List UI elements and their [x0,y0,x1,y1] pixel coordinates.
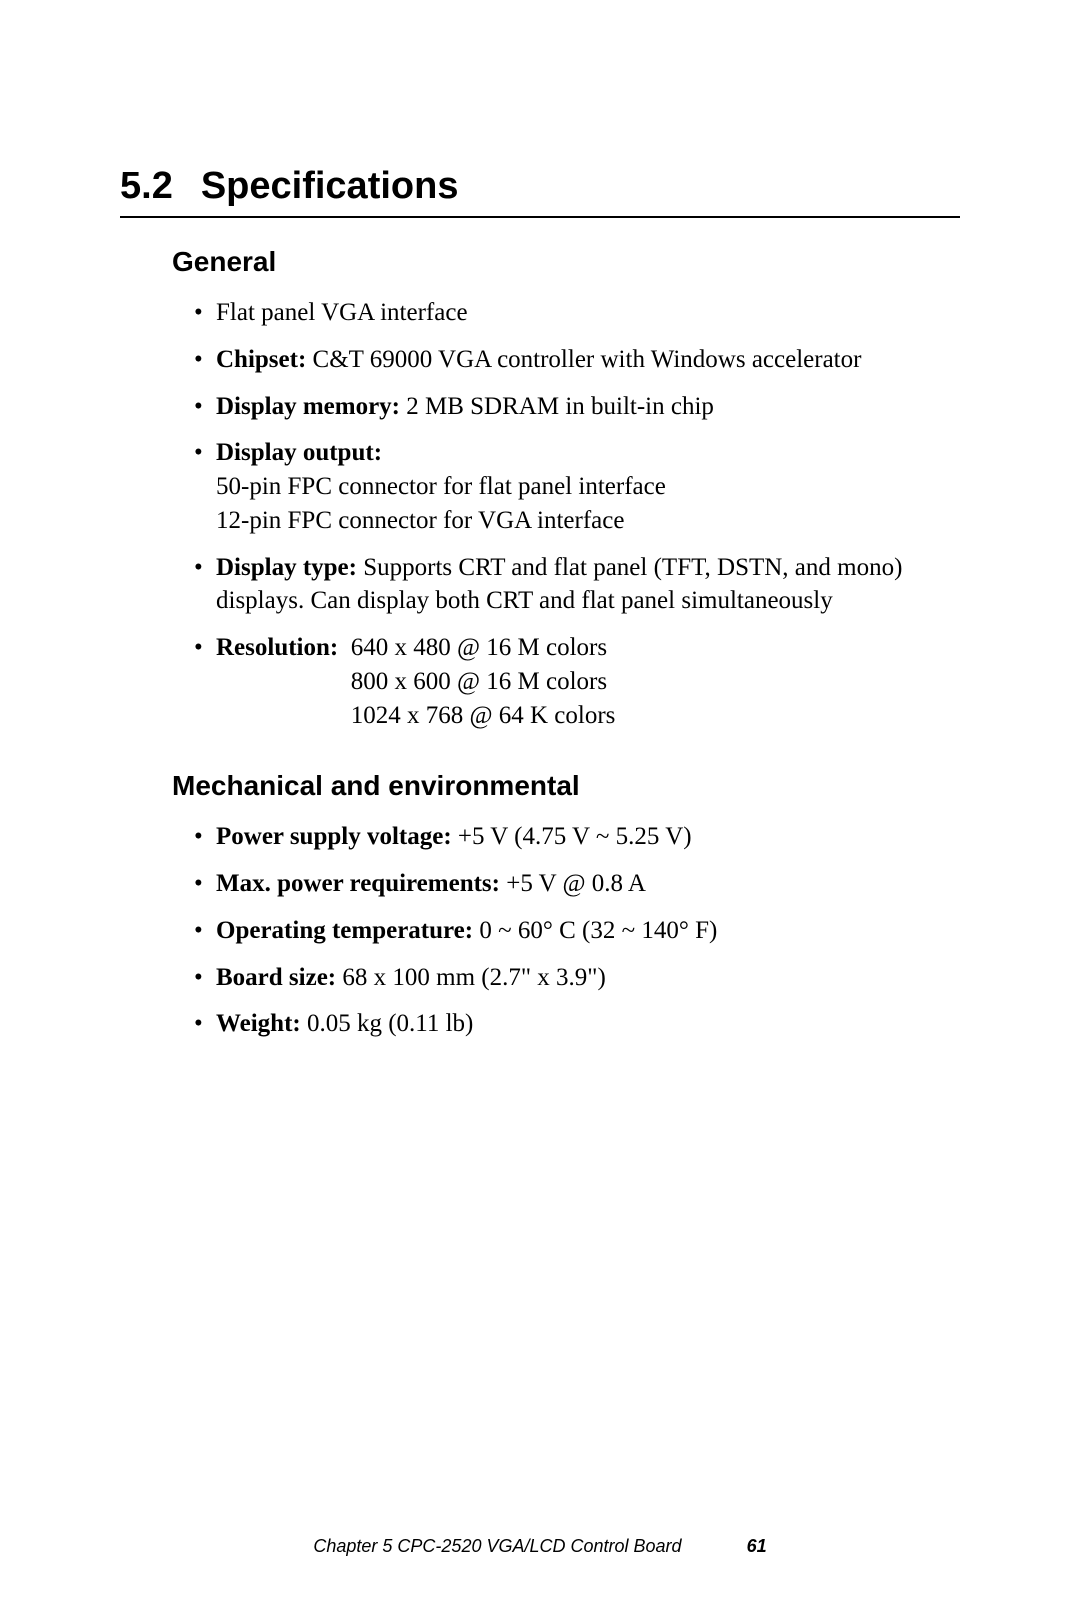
spec-value: +5 V (4.75 V ~ 5.25 V) [452,823,692,850]
general-spec-list: Flat panel VGA interface Chipset: C&T 69… [194,296,930,732]
spec-item-voltage: Power supply voltage: +5 V (4.75 V ~ 5.2… [194,820,930,854]
spec-item-display-type: Display type: Supports CRT and flat pane… [194,551,930,619]
spec-label: Display type: [216,554,357,581]
spec-value: +5 V @ 0.8 A [500,870,646,897]
page-number: 61 [747,1536,767,1556]
spec-label: Chipset: [216,346,306,373]
section-number: 5.2 [120,165,173,208]
resolution-values: 640 x 480 @ 16 M colors800 x 600 @ 16 M … [351,631,616,732]
spec-label: Power supply voltage: [216,823,452,850]
spec-value: 0.05 kg (0.11 lb) [301,1010,474,1037]
spec-item-resolution: Resolution: 640 x 480 @ 16 M colors800 x… [194,631,930,732]
spec-item-temperature: Operating temperature: 0 ~ 60° C (32 ~ 1… [194,914,930,948]
resolution-line: 640 x 480 @ 16 M colors [351,631,616,665]
spec-label: Operating temperature: [216,917,473,944]
spec-text: Flat panel VGA interface [216,299,468,326]
spec-item-chipset: Chipset: C&T 69000 VGA controller with W… [194,343,930,377]
mechanical-spec-list: Power supply voltage: +5 V (4.75 V ~ 5.2… [194,820,930,1041]
spec-item-flat-panel: Flat panel VGA interface [194,296,930,330]
mechanical-heading: Mechanical and environmental [172,770,960,802]
section-title: 5.2 Specifications [120,165,960,218]
spec-item-power: Max. power requirements: +5 V @ 0.8 A [194,867,930,901]
spec-label: Board size: [216,964,336,991]
spec-value: C&T 69000 VGA controller with Windows ac… [306,346,861,373]
spec-label: Weight: [216,1010,301,1037]
spec-value: 68 x 100 mm (2.7" x 3.9") [336,964,606,991]
footer-chapter-text: Chapter 5 CPC-2520 VGA/LCD Control Board [313,1536,681,1556]
spec-item-board-size: Board size: 68 x 100 mm (2.7" x 3.9") [194,961,930,995]
spec-item-weight: Weight: 0.05 kg (0.11 lb) [194,1007,930,1041]
spec-value: 0 ~ 60° C (32 ~ 140° F) [473,917,717,944]
spec-item-memory: Display memory: 2 MB SDRAM in built-in c… [194,390,930,424]
section-title-text: Specifications [201,165,459,207]
resolution-line: 1024 x 768 @ 64 K colors [351,699,616,733]
spec-label: Display output: [216,439,382,466]
spec-value-line: 50-pin FPC connector for flat panel inte… [216,473,666,500]
resolution-line: 800 x 600 @ 16 M colors [351,665,616,699]
spec-label: Display memory: [216,393,400,420]
general-heading: General [172,246,960,278]
page-footer: Chapter 5 CPC-2520 VGA/LCD Control Board… [0,1536,1080,1557]
spec-label: Resolution: [216,634,338,661]
spec-value: 2 MB SDRAM in built-in chip [400,393,714,420]
spec-item-output: Display output: 50-pin FPC connector for… [194,436,930,537]
spec-label: Max. power requirements: [216,870,500,897]
spec-value-line: 12-pin FPC connector for VGA interface [216,507,624,534]
